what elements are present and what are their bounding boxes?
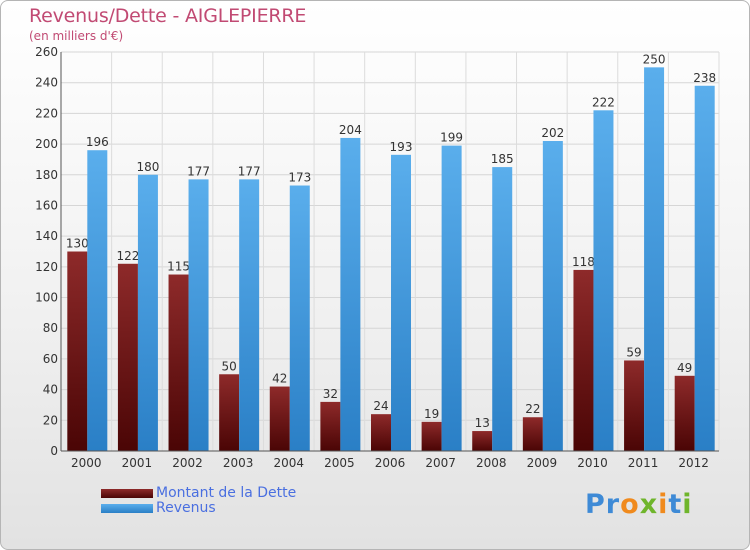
logo-letter: P [585,489,606,520]
data-label-revenue: 222 [592,95,615,109]
y-tick-label: 60 [43,352,58,366]
data-label-revenue: 202 [541,126,564,140]
data-label-debt: 130 [66,237,89,251]
bar-revenue [441,145,462,451]
bar-revenue [137,174,158,451]
y-tick-label: 160 [35,198,58,212]
x-tick-label: 2010 [577,456,608,470]
bar-revenue [492,167,513,451]
x-tick-label: 2012 [678,456,709,470]
proxiti-logo: Proxiti [585,489,693,520]
data-label-debt: 59 [626,345,641,359]
bar-debt [168,274,189,451]
axes: 0 20 40 60 80 100 120 140 160 180 200 220 240 260 2000… [35,45,719,470]
x-tick-label: 2003 [223,456,254,470]
data-label-revenue: 173 [288,171,311,185]
data-label-revenue: 199 [440,131,463,145]
data-label-revenue: 177 [238,164,261,178]
x-tick-label: 2001 [122,456,153,470]
logo-letter: o [620,489,640,520]
bar-debt [573,269,594,451]
y-tick-label: 40 [43,383,58,397]
bar-debt [269,386,290,451]
data-label-debt: 13 [475,416,490,430]
bar-debt [117,263,138,451]
logo-letter: t [668,489,683,520]
data-label-revenue: 204 [339,123,362,137]
x-tick-label: 2004 [273,456,304,470]
data-label-debt: 19 [424,407,439,421]
data-label-debt: 42 [272,372,287,386]
bar-debt [371,414,391,451]
legend-swatch-debt [101,489,153,498]
bar-debt [624,360,645,451]
data-label-revenue: 180 [136,160,159,174]
bar-debt [674,375,695,451]
y-tick-label: 200 [35,137,58,151]
data-label-debt: 50 [222,359,237,373]
data-label-debt: 118 [572,255,595,269]
x-tick-label: 2007 [425,456,456,470]
data-label-revenue: 238 [693,71,716,85]
legend-label-debt: Montant de la Dette [156,485,297,501]
y-tick-label: 140 [35,229,58,243]
bar-revenue [542,141,563,451]
y-tick-label: 0 [50,444,58,458]
bar-revenue [289,185,310,451]
bar-debt [67,251,88,451]
bar-revenue [694,85,715,451]
x-tick-label: 2011 [628,456,659,470]
legend-label-revenue: Revenus [156,500,216,516]
legend-swatch-revenue [101,504,153,513]
bar-revenue [391,154,411,452]
x-tick-label: 2005 [324,456,355,470]
data-label-debt: 32 [323,387,338,401]
logo-letter: x [639,489,659,520]
y-tick-label: 120 [35,260,58,274]
bar-debt [522,417,543,451]
logo-letter: i [658,489,669,520]
bar-revenue [87,150,108,451]
data-label-revenue: 185 [491,152,514,166]
x-tick-label: 2008 [476,456,507,470]
x-tick-label: 2006 [375,456,406,470]
bar-revenue [644,67,665,451]
x-tick-label: 2000 [71,456,102,470]
data-label-debt: 49 [677,361,692,375]
bar-debt [320,401,341,451]
data-label-debt: 115 [167,260,190,274]
y-tick-label: 80 [43,321,58,335]
data-label-debt: 122 [116,249,139,263]
chart-title: Revenus/Dette - AIGLEPIERRE [29,5,307,27]
logo-letter: r [605,489,621,520]
y-tick-label: 20 [43,413,58,427]
x-tick-label: 2002 [172,456,203,470]
bar-debt [472,431,493,451]
bar-debt [421,421,442,451]
x-tick-label: 2009 [527,456,558,470]
grid-lines [60,51,720,452]
y-tick-label: 240 [35,76,58,90]
data-label-revenue: 193 [390,140,413,154]
bar-revenue [593,110,614,452]
data-label-revenue: 250 [643,52,666,66]
y-tick-label: 100 [35,291,58,305]
data-label-revenue: 177 [187,164,210,178]
y-tick-label: 260 [35,45,58,59]
data-label-debt: 24 [373,399,388,413]
chart-subtitle: (en milliers d'€) [29,29,124,43]
y-tick-label: 220 [35,106,58,120]
data-label-debt: 22 [525,402,540,416]
bar-revenue [340,137,361,451]
data-label-revenue: 196 [86,135,109,149]
y-tick-label: 180 [35,168,58,182]
logo-letter: i [682,489,693,520]
bars: 130 196 122 180 115 177 50 177 42 173 32 204 24 193 19… [66,52,716,452]
bar-revenue [188,179,209,451]
bar-debt [219,374,240,451]
bar-revenue [239,179,260,451]
